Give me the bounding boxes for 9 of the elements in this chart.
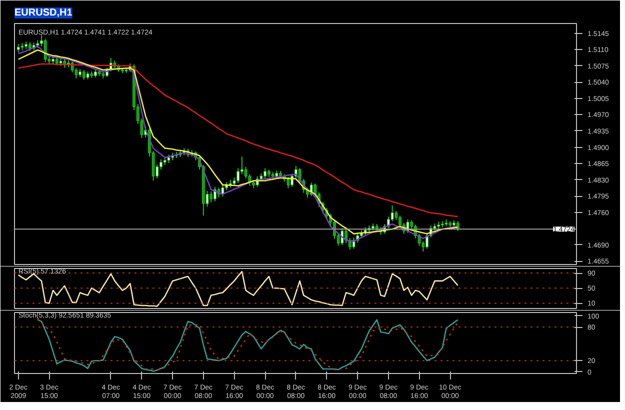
candlestick [286,176,290,189]
candlestick [210,190,213,203]
candlestick [82,70,86,80]
chart-title: EURUSD,H1 [14,8,73,18]
candlestick [44,38,47,63]
line-series [18,270,458,307]
candlestick [264,168,267,179]
candlestick [344,228,348,244]
candlestick [236,168,240,184]
